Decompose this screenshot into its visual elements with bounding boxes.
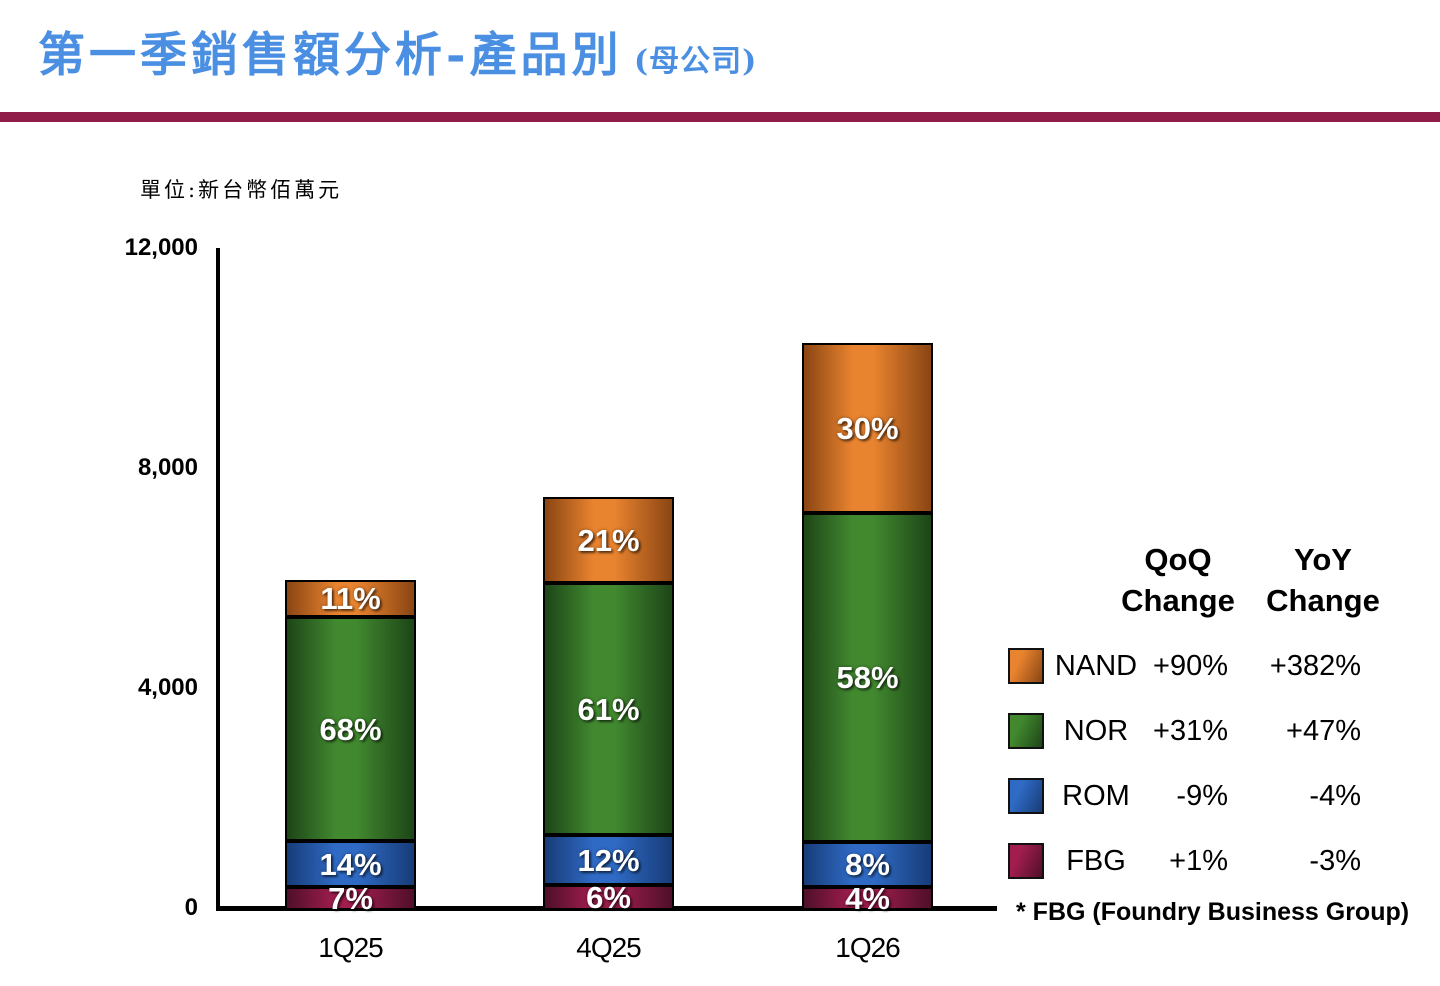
legend-yoy-value-NOR: +47% [1286, 714, 1361, 747]
segment-label: 12% [577, 842, 640, 878]
y-axis-tick-label: 4,000 [137, 674, 198, 701]
bar-4Q25: 6% 12% 61% 21% [543, 497, 674, 915]
segment-1Q26-FBG: 4% [802, 883, 933, 914]
legend-color-swatch-NOR [1008, 713, 1044, 749]
unit-label: 單位:新台幣佰萬元 [140, 178, 343, 202]
legend-label-FBG: FBG [1066, 844, 1126, 877]
segment-label: 68% [319, 711, 382, 747]
segment-label: 14% [319, 846, 382, 882]
segment-4Q25-FBG: 6% [543, 880, 674, 915]
legend-row-NOR: NOR +31% +47% [1008, 713, 1361, 749]
y-axis-line [216, 248, 220, 909]
segment-1Q25-FBG: 7% [285, 883, 416, 914]
segment-4Q25-NAND: 21% [543, 497, 674, 583]
y-axis-tick-label: 0 [184, 894, 198, 921]
page-title-suffix: (母公司) [622, 44, 758, 79]
legend-qoq-value-FBG: +1% [1169, 844, 1228, 877]
segment-1Q25-ROM: 14% [285, 841, 416, 887]
legend-row-FBG: FBG +1% -3% [1008, 843, 1361, 879]
segment-4Q25-NOR: 61% [543, 583, 674, 835]
segment-label: 8% [845, 847, 890, 882]
footnote: * FBG (Foundry Business Group) [1016, 898, 1410, 926]
y-axis-tick-label: 8,000 [137, 454, 198, 481]
legend-color-swatch-NAND [1008, 648, 1044, 684]
legend-header-yoy: YoY Change [1248, 540, 1398, 622]
x-axis-label-4Q25: 4Q25 [576, 932, 642, 963]
title-divider-rule [0, 112, 1440, 122]
segment-label: 61% [577, 691, 640, 727]
legend-yoy-value-FBG: -3% [1309, 844, 1361, 877]
legend-color-swatch-FBG [1008, 843, 1044, 879]
segment-1Q25-NOR: 68% [285, 617, 416, 841]
segment-1Q26-NOR: 58% [802, 513, 933, 842]
segment-label: 11% [320, 581, 381, 616]
segment-1Q25-NAND: 11% [285, 580, 416, 617]
legend-header-qoq: QoQ Change [1103, 540, 1253, 622]
legend-label-NOR: NOR [1063, 714, 1129, 747]
segment-label: 30% [836, 410, 899, 446]
legend-header-qoq-line1: QoQ [1144, 542, 1212, 577]
legend-qoq-value-NOR: +31% [1153, 714, 1228, 747]
bar-1Q26: 4% 8% 58% 30% [802, 343, 933, 914]
legend-qoq-value-ROM: -9% [1176, 779, 1228, 812]
segment-label: 58% [836, 660, 899, 695]
legend-header-yoy-line1: YoY [1294, 542, 1352, 577]
page-title: 第一季銷售額分析-產品別 (母公司) [38, 16, 757, 85]
segment-1Q26-NAND: 30% [802, 343, 933, 513]
legend-qoq-value-NAND: +90% [1153, 649, 1228, 682]
legend-color-swatch-ROM [1008, 778, 1044, 814]
bar-1Q25: 7% 14% 68% 11% [285, 580, 416, 914]
legend-header-qoq-line2: Change [1121, 582, 1235, 618]
segment-label: 21% [577, 522, 640, 558]
legend-header-yoy-line2: Change [1266, 582, 1380, 618]
legend-label-NAND: NAND [1054, 649, 1138, 682]
segment-1Q26-ROM: 8% [802, 842, 933, 887]
legend-row-ROM: ROM -9% -4% [1008, 778, 1361, 814]
legend-yoy-value-NAND: +382% [1269, 649, 1361, 682]
segment-4Q25-ROM: 12% [543, 835, 674, 885]
segment-label: 4% [845, 881, 890, 916]
page-title-main: 第一季銷售額分析-產品別 [38, 28, 623, 83]
y-axis-tick-label: 12,000 [124, 234, 198, 261]
legend-row-NAND: NAND +90% +382% [1008, 648, 1361, 684]
legend-label-ROM: ROM [1062, 779, 1130, 812]
x-axis-label-1Q26: 1Q26 [835, 932, 901, 963]
segment-label: 6% [586, 880, 631, 915]
legend-yoy-value-ROM: -4% [1309, 779, 1361, 812]
segment-label: 7% [328, 881, 373, 916]
x-axis-label-1Q25: 1Q25 [318, 932, 384, 963]
